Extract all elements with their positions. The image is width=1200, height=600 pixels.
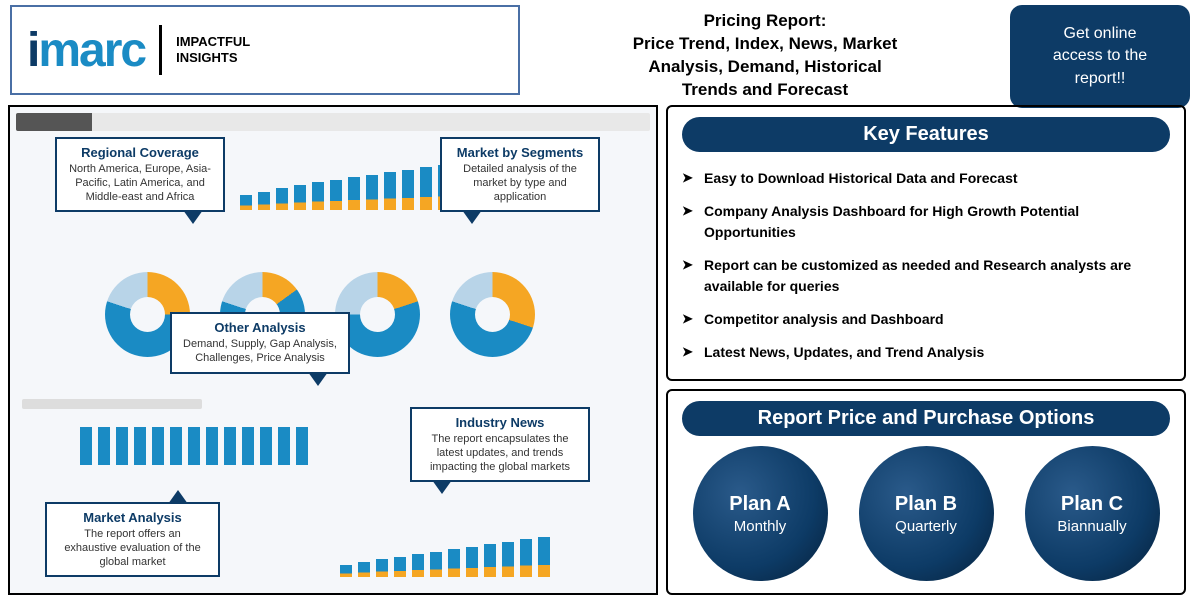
feature-item: Report can be customized as needed and R… [682, 249, 1170, 303]
bar [278, 427, 290, 465]
bar [538, 537, 550, 577]
right-panel: Key Features Easy to Download Historical… [666, 105, 1186, 595]
callout-regional: Regional Coverage North America, Europe,… [55, 137, 225, 212]
bar [348, 177, 360, 210]
bar [402, 170, 414, 210]
bar [366, 175, 378, 210]
bar [312, 182, 324, 210]
bar [188, 427, 200, 465]
plans-row: Plan AMonthlyPlan BQuarterlyPlan CBiannu… [682, 446, 1170, 581]
bar [412, 554, 424, 577]
bar [240, 195, 252, 210]
header: iimarcmarc IMPACTFUL INSIGHTS Pricing Re… [0, 0, 1200, 105]
bar [358, 562, 370, 577]
bar [98, 427, 110, 465]
bar [430, 552, 442, 577]
feature-item: Latest News, Updates, and Trend Analysis [682, 336, 1170, 369]
callout-industry: Industry News The report encapsulates th… [410, 407, 590, 482]
feature-item: Easy to Download Historical Data and For… [682, 162, 1170, 195]
bar [242, 427, 254, 465]
callout-segments: Market by Segments Detailed analysis of … [440, 137, 600, 212]
feature-item: Company Analysis Dashboard for High Grow… [682, 195, 1170, 249]
plan-option[interactable]: Plan AMonthly [693, 446, 828, 581]
bar [170, 427, 182, 465]
bar [376, 559, 388, 577]
logo-divider [159, 25, 162, 75]
bar-chart-top [240, 162, 468, 210]
bar [466, 547, 478, 577]
plan-option[interactable]: Plan BQuarterly [859, 446, 994, 581]
bar [330, 180, 342, 210]
bar [224, 427, 236, 465]
pricing-header: Report Price and Purchase Options [682, 401, 1170, 436]
plan-option[interactable]: Plan CBiannually [1025, 446, 1160, 581]
key-features-header: Key Features [682, 117, 1170, 152]
dashboard-toolbar [16, 113, 650, 131]
page-title: Pricing Report: Price Trend, Index, News… [540, 5, 990, 102]
bar-chart-mid [80, 427, 308, 465]
callout-market: Market Analysis The report offers an exh… [45, 502, 220, 577]
bar [296, 427, 308, 465]
bar [152, 427, 164, 465]
logo-box: iimarcmarc IMPACTFUL INSIGHTS [10, 5, 520, 95]
bar [294, 185, 306, 210]
callout-other: Other Analysis Demand, Supply, Gap Analy… [170, 312, 350, 374]
logo-text: iimarcmarc [27, 23, 145, 78]
bar [394, 557, 406, 577]
bar [258, 192, 270, 210]
bar [116, 427, 128, 465]
bar [206, 427, 218, 465]
bar [260, 427, 272, 465]
bar [502, 542, 514, 577]
bar [420, 167, 432, 210]
bar [340, 565, 352, 577]
key-features-box: Key Features Easy to Download Historical… [666, 105, 1186, 381]
bar [484, 544, 496, 577]
pricing-box: Report Price and Purchase Options Plan A… [666, 389, 1186, 595]
bar [276, 188, 288, 210]
bar [134, 427, 146, 465]
dashboard-subheader [22, 399, 202, 409]
logo-tagline: IMPACTFUL INSIGHTS [176, 34, 250, 65]
features-list: Easy to Download Historical Data and For… [682, 162, 1170, 369]
donut-chart [450, 272, 535, 357]
bar [448, 549, 460, 577]
bar-chart-bottom [340, 537, 550, 577]
dashboard-preview: Regional Coverage North America, Europe,… [8, 105, 658, 595]
bar [80, 427, 92, 465]
bar [384, 172, 396, 210]
feature-item: Competitor analysis and Dashboard [682, 303, 1170, 336]
bar [520, 539, 532, 577]
cta-button[interactable]: Get online access to the report!! [1010, 5, 1190, 108]
